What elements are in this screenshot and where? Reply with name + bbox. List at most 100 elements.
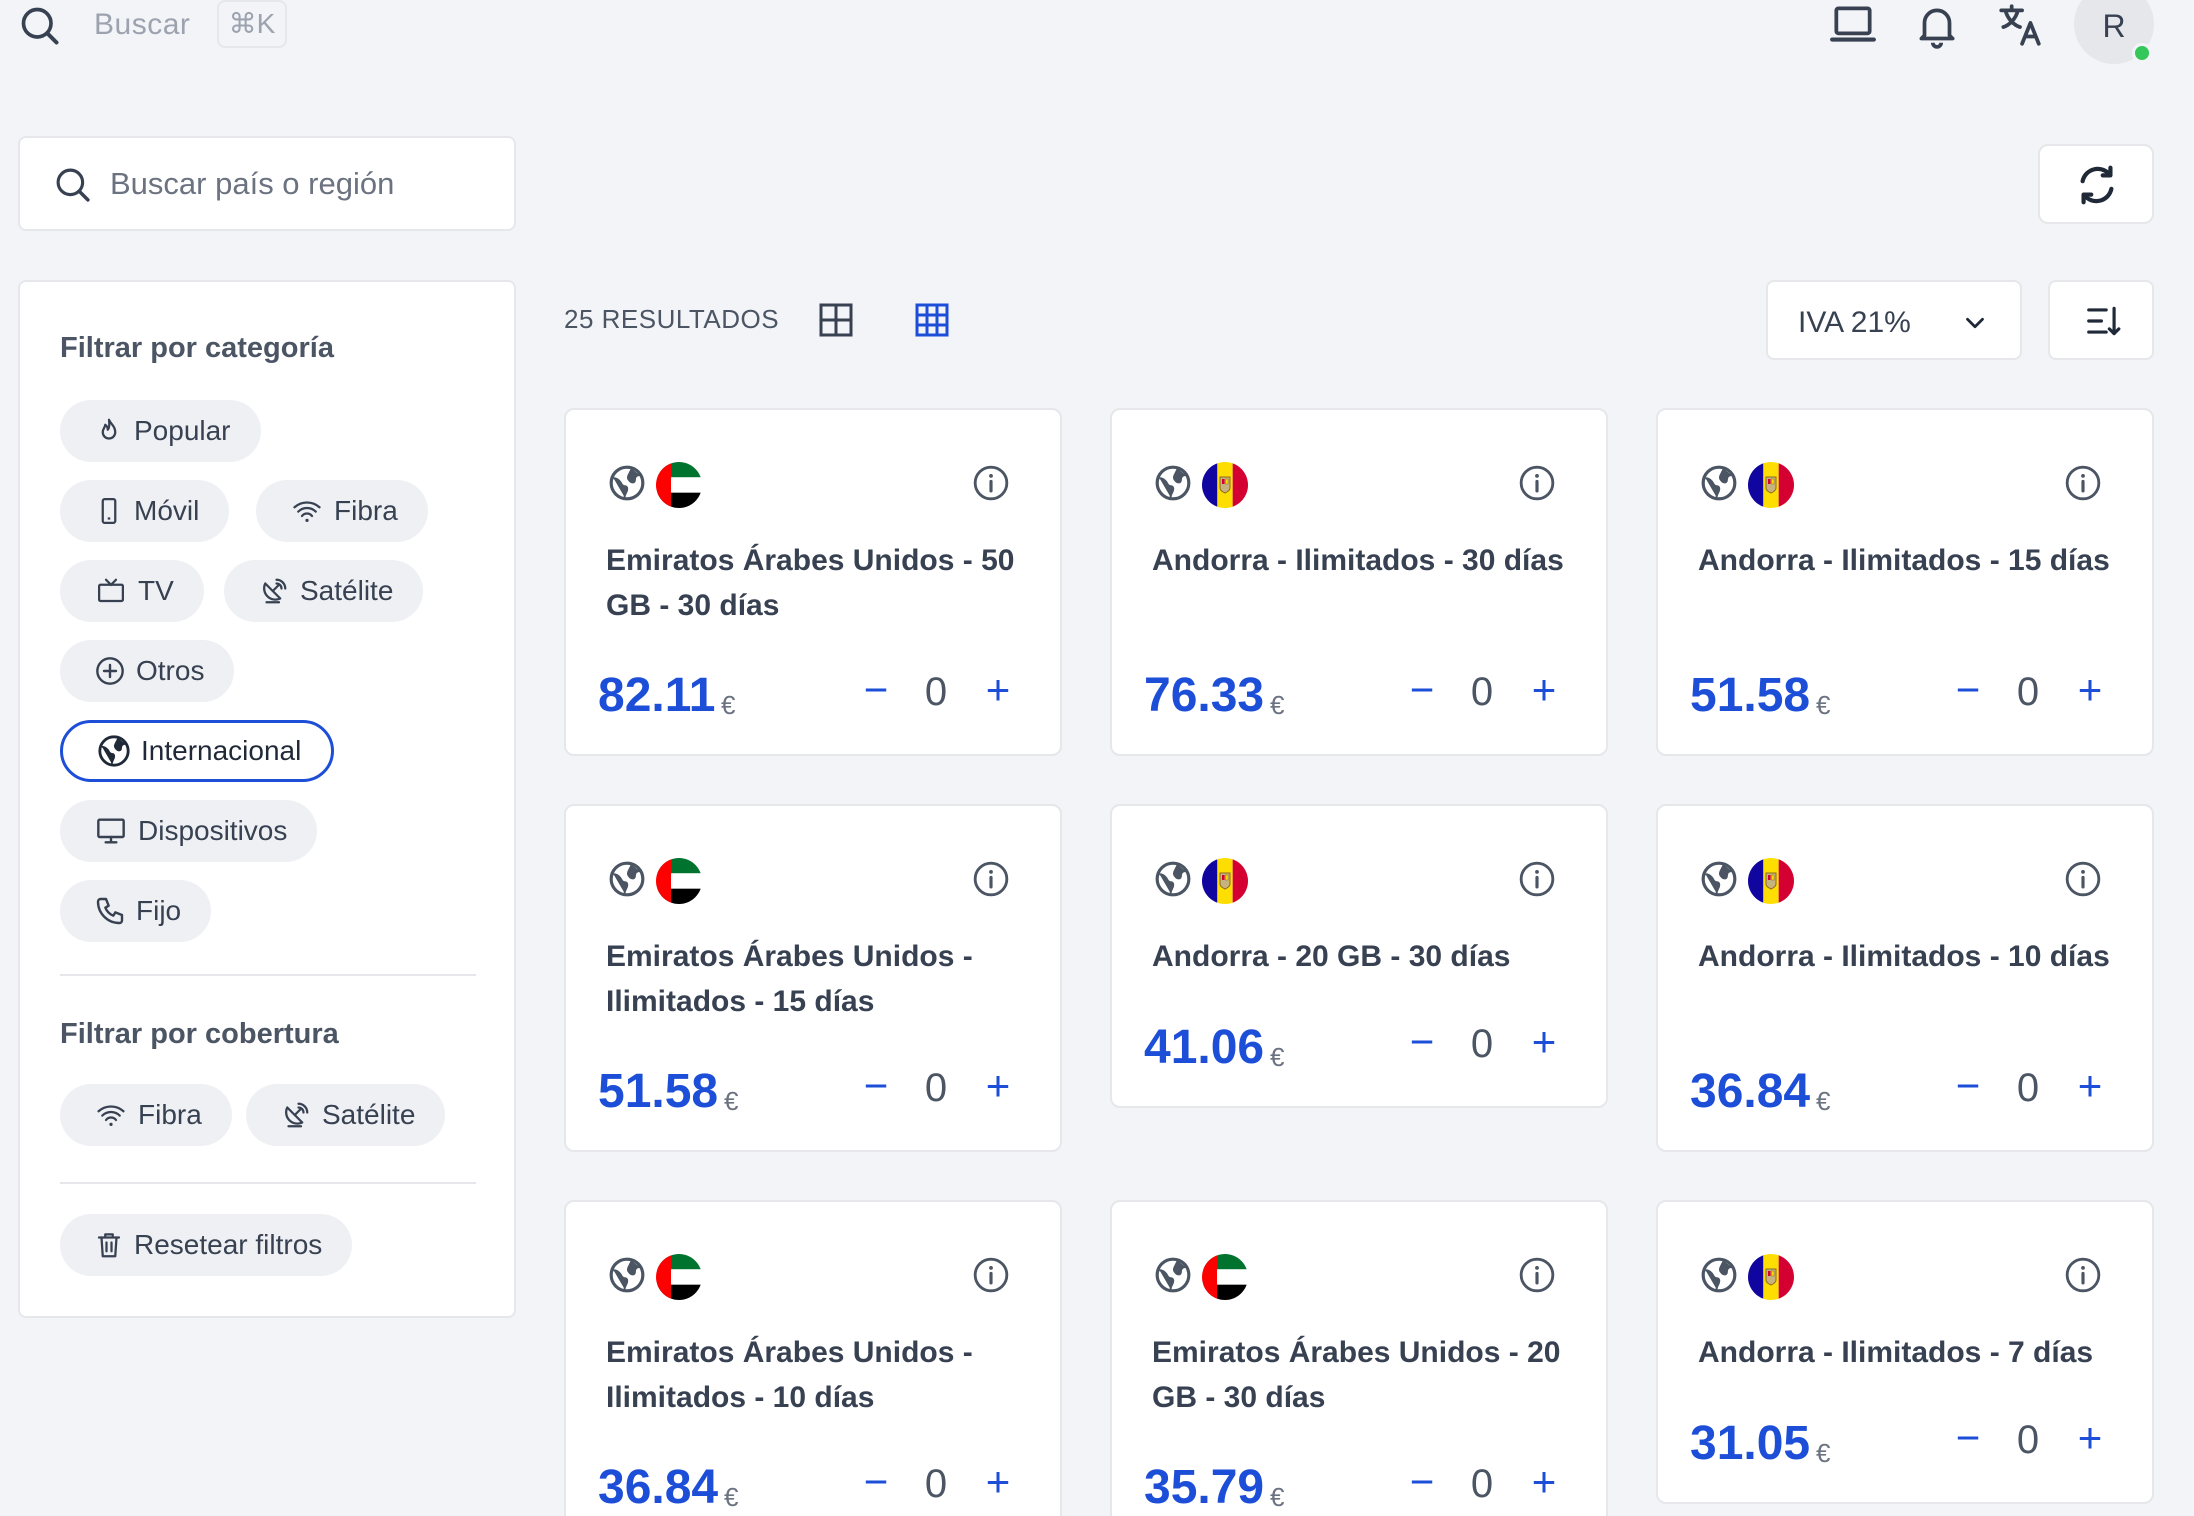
product-price: 51.58: [598, 1065, 719, 1118]
category-chip-fibra[interactable]: Fibra: [256, 480, 428, 542]
product-price: 82.11: [598, 669, 716, 722]
decrease-quantity-button[interactable]: −: [1955, 1414, 1981, 1461]
coverage-chip-fibra[interactable]: Fibra: [60, 1084, 232, 1146]
currency-symbol: €: [1270, 1042, 1285, 1072]
category-chip-dispositivos[interactable]: Dispositivos: [60, 800, 318, 862]
decrease-quantity-button[interactable]: −: [1409, 666, 1435, 713]
satellite-icon: [263, 578, 287, 604]
increase-quantity-button[interactable]: +: [985, 666, 1011, 713]
product-price: 36.84: [1690, 1065, 1811, 1118]
info-icon[interactable]: [1518, 1256, 1556, 1294]
product-title: Andorra - 20 GB - 30 días: [1152, 940, 1511, 973]
globe-icon: [1700, 464, 1738, 502]
product-card[interactable]: Andorra - Ilimitados - 10 días 36.84 € −0 +: [1656, 804, 2154, 1152]
plus-circle-icon: [96, 657, 124, 685]
translate-icon[interactable]: [1995, 0, 2045, 50]
info-icon[interactable]: [1518, 464, 1556, 502]
coverage-chip-satelite[interactable]: Satélite: [246, 1084, 446, 1146]
category-chip-tv[interactable]: TV: [60, 560, 204, 622]
currency-symbol: €: [724, 1086, 739, 1116]
increase-quantity-button[interactable]: +: [2077, 1062, 2103, 1109]
product-price: 36.84: [598, 1461, 719, 1514]
refresh-button[interactable]: [2038, 144, 2154, 224]
phone-icon: [101, 498, 117, 524]
info-icon[interactable]: [972, 464, 1010, 502]
flame-icon: [101, 418, 117, 440]
product-card[interactable]: Emiratos Árabes Unidos - Ilimitados - 10…: [564, 1200, 1062, 1516]
category-chip-movil[interactable]: Móvil: [60, 480, 230, 542]
globe-icon: [1700, 1256, 1738, 1294]
decrease-quantity-button[interactable]: −: [1409, 1458, 1435, 1505]
product-card[interactable]: Andorra - Ilimitados - 15 días 51.58 € −0 +: [1656, 408, 2154, 756]
increase-quantity-button[interactable]: +: [985, 1458, 1011, 1505]
category-chip-popular[interactable]: Popular: [60, 400, 261, 462]
sidebar-divider: [60, 1182, 476, 1184]
tv-icon: [98, 578, 124, 603]
bell-icon[interactable]: [1912, 0, 1962, 50]
laptop-icon[interactable]: [1828, 0, 1878, 50]
product-price: 31.05: [1690, 1417, 1811, 1470]
increase-quantity-button[interactable]: +: [1531, 666, 1557, 713]
category-chip-fijo[interactable]: Fijo: [60, 880, 212, 942]
global-search-input[interactable]: Buscar: [94, 8, 191, 41]
info-icon[interactable]: [972, 860, 1010, 898]
info-icon[interactable]: [1518, 860, 1556, 898]
product-card[interactable]: Emiratos Árabes Unidos - Ilimitados - 15…: [564, 804, 1062, 1152]
chip-label: Satélite: [300, 575, 394, 606]
region-search-input[interactable]: [110, 158, 490, 210]
category-chip-internacional[interactable]: Internacional: [60, 720, 335, 782]
chip-label: Dispositivos: [138, 815, 288, 846]
iva-select-value: IVA 21%: [1798, 306, 1911, 339]
product-card[interactable]: Emiratos Árabes Unidos - 50 GB - 30 días…: [564, 408, 1062, 756]
grid-large-view-icon[interactable]: [816, 300, 856, 340]
wifi-icon: [97, 1105, 125, 1126]
chip-label: Internacional: [141, 735, 302, 766]
iva-select[interactable]: IVA 21%: [1766, 280, 2022, 360]
product-card[interactable]: Andorra - Ilimitados - 30 días 76.33 € −0 +: [1110, 408, 1608, 756]
wifi-icon: [293, 501, 321, 522]
product-card[interactable]: Andorra - Ilimitados - 7 días 31.05 € −0 +: [1656, 1200, 2154, 1504]
currency-symbol: €: [724, 1482, 739, 1512]
globe-icon: [1154, 464, 1192, 502]
currency-symbol: €: [1816, 690, 1831, 720]
info-icon[interactable]: [2064, 1256, 2102, 1294]
uae-flag-icon: [656, 462, 702, 508]
quantity-value: 0: [2016, 1418, 2040, 1462]
increase-quantity-button[interactable]: +: [2077, 1414, 2103, 1461]
decrease-quantity-button[interactable]: −: [1955, 1062, 1981, 1109]
info-icon[interactable]: [2064, 860, 2102, 898]
decrease-quantity-button[interactable]: −: [863, 1062, 889, 1109]
globe-icon: [608, 860, 646, 898]
quantity-value: 0: [924, 1066, 948, 1110]
chip-label: Fibra: [138, 1099, 202, 1130]
globe-icon: [1154, 860, 1192, 898]
info-icon[interactable]: [972, 1256, 1010, 1294]
product-title: Emiratos Árabes Unidos - 50 GB - 30 días: [606, 544, 1015, 622]
landline-icon: [96, 897, 124, 925]
increase-quantity-button[interactable]: +: [1531, 1458, 1557, 1505]
product-title: Emiratos Árabes Unidos - 20 GB - 30 días: [1152, 1336, 1561, 1414]
product-card[interactable]: Andorra - 20 GB - 30 días 41.06 € −0 +: [1110, 804, 1608, 1108]
sidebar-divider: [60, 974, 476, 976]
reset-filters-button[interactable]: Resetear filtros: [60, 1214, 353, 1276]
decrease-quantity-button[interactable]: −: [1409, 1018, 1435, 1065]
decrease-quantity-button[interactable]: −: [863, 1458, 889, 1505]
search-icon[interactable]: [18, 4, 62, 48]
decrease-quantity-button[interactable]: −: [863, 666, 889, 713]
decrease-quantity-button[interactable]: −: [1955, 666, 1981, 713]
product-card[interactable]: Emiratos Árabes Unidos - 20 GB - 30 días…: [1110, 1200, 1608, 1516]
chip-label: Fibra: [334, 495, 398, 526]
category-chip-otros[interactable]: Otros: [60, 640, 235, 702]
andorra-flag-icon: [1748, 462, 1794, 508]
increase-quantity-button[interactable]: +: [985, 1062, 1011, 1109]
currency-symbol: €: [1816, 1086, 1831, 1116]
info-icon[interactable]: [2064, 464, 2102, 502]
increase-quantity-button[interactable]: +: [1531, 1018, 1557, 1065]
category-filter-title: Filtrar por categoría: [60, 332, 334, 364]
chip-label: Otros: [136, 655, 205, 686]
quantity-value: 0: [924, 670, 948, 714]
increase-quantity-button[interactable]: +: [2077, 666, 2103, 713]
grid-small-view-icon[interactable]: [912, 300, 952, 340]
category-chip-satelite[interactable]: Satélite: [224, 560, 424, 622]
sort-button[interactable]: [2048, 280, 2154, 360]
